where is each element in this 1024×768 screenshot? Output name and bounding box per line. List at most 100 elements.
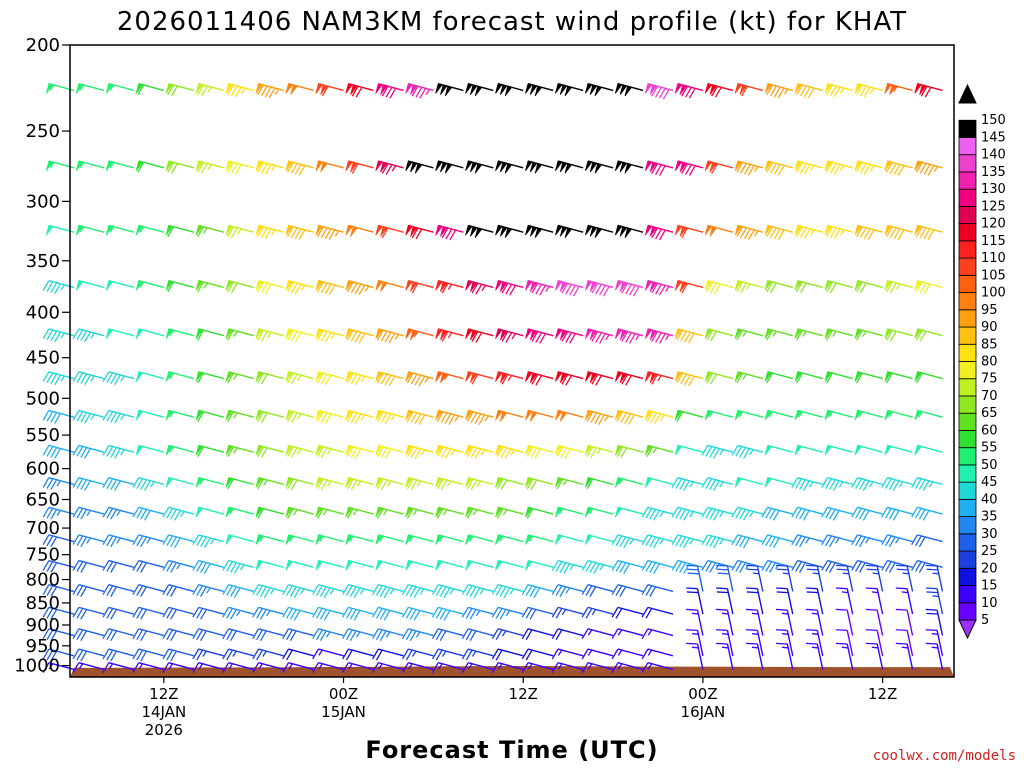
wind-barb — [716, 564, 734, 592]
wind-barb — [222, 606, 254, 620]
wind-barb — [75, 83, 105, 94]
wind-barb — [854, 224, 883, 241]
wind-barb — [641, 506, 674, 521]
colorbar-label: 70 — [981, 389, 998, 404]
wind-barb — [405, 506, 434, 519]
wind-barb — [405, 328, 434, 341]
wind-barb — [102, 662, 135, 673]
wind-barb — [405, 444, 434, 460]
wind-barb — [704, 371, 734, 385]
wind-barb — [285, 476, 314, 491]
wind-barb — [614, 279, 644, 297]
wind-barb — [525, 476, 554, 491]
wind-barb — [102, 476, 135, 491]
wind-barb — [851, 534, 883, 548]
wind-barb — [372, 628, 404, 642]
wind-barb — [165, 83, 194, 97]
wind-barb — [525, 160, 554, 174]
wind-barb — [764, 444, 793, 456]
colorbar-swatch — [958, 585, 977, 604]
wind-barb — [405, 224, 434, 240]
wind-barb — [614, 83, 644, 97]
wind-barb — [72, 606, 105, 620]
wind-barb — [405, 534, 434, 545]
wind-barb — [135, 409, 165, 421]
wind-barb — [611, 628, 644, 639]
wind-barb — [132, 534, 165, 548]
wind-barb — [521, 662, 554, 673]
wind-barb — [132, 662, 165, 673]
wind-barb — [195, 279, 224, 293]
wind-barb — [865, 608, 884, 636]
wind-barb — [162, 506, 194, 521]
wind-barb — [914, 160, 943, 176]
wind-barb — [611, 534, 644, 549]
wind-barb — [914, 371, 943, 384]
wind-barb — [824, 83, 853, 98]
wind-barb — [132, 476, 165, 491]
wind-barb — [581, 628, 614, 639]
wind-barb — [611, 584, 644, 597]
wind-barb — [312, 628, 344, 642]
wind-barb — [805, 587, 824, 615]
x-tick-label: 00Z — [688, 685, 717, 703]
wind-barb — [704, 160, 734, 174]
wind-barb — [525, 444, 554, 460]
wind-barb — [555, 83, 584, 97]
wind-barb — [255, 371, 284, 385]
wind-barb — [132, 628, 165, 642]
wind-barb — [764, 476, 793, 488]
wind-barb — [884, 83, 913, 95]
wind-barb — [162, 559, 194, 573]
wind-barb — [405, 83, 434, 99]
wind-barb — [731, 506, 764, 521]
wind-barb — [674, 83, 704, 99]
wind-barb — [794, 409, 823, 421]
wind-barb — [611, 606, 644, 619]
x-tick-label: 2026 — [145, 721, 183, 739]
y-tick-label: 800 — [26, 570, 60, 591]
wind-barb — [884, 224, 913, 241]
wind-barb — [345, 371, 374, 386]
wind-barb — [914, 409, 943, 421]
colorbar-swatch — [958, 292, 977, 311]
wind-barb — [491, 606, 524, 620]
wind-barb — [282, 662, 314, 673]
wind-barb — [255, 506, 284, 519]
wind-barb — [734, 160, 764, 176]
wind-barb — [461, 662, 494, 673]
y-tick-label: 750 — [26, 545, 60, 566]
wind-barb — [465, 559, 494, 571]
wind-barb — [222, 628, 254, 642]
colorbar-label: 45 — [981, 475, 998, 490]
credit-text: coolwx.com/models — [873, 748, 1016, 764]
wind-barb — [495, 83, 524, 97]
colorbar-label: 90 — [981, 320, 998, 335]
wind-barb — [581, 662, 614, 673]
wind-barb — [75, 160, 105, 171]
colorbar-label: 65 — [981, 406, 998, 421]
wind-barb — [495, 328, 524, 343]
wind-barb — [835, 642, 854, 670]
wind-barb — [102, 409, 135, 424]
wind-barb — [734, 476, 764, 488]
wind-barb — [525, 224, 554, 238]
wind-barb — [255, 279, 284, 295]
wind-barb — [704, 224, 734, 237]
wind-barb — [192, 584, 224, 597]
wind-barb — [192, 606, 224, 620]
wind-barb — [165, 444, 194, 456]
wind-barb — [465, 160, 494, 174]
wind-barb — [674, 328, 704, 344]
colorbar-swatch — [958, 447, 977, 466]
wind-barb — [641, 559, 674, 574]
wind-barb — [525, 83, 554, 97]
wind-barb — [884, 444, 913, 456]
wind-barb — [342, 648, 374, 661]
wind-barb — [435, 559, 464, 571]
wind-barb — [581, 559, 614, 574]
terrain-fill — [70, 665, 954, 677]
wind-barb — [102, 648, 135, 662]
wind-barb — [401, 584, 434, 598]
